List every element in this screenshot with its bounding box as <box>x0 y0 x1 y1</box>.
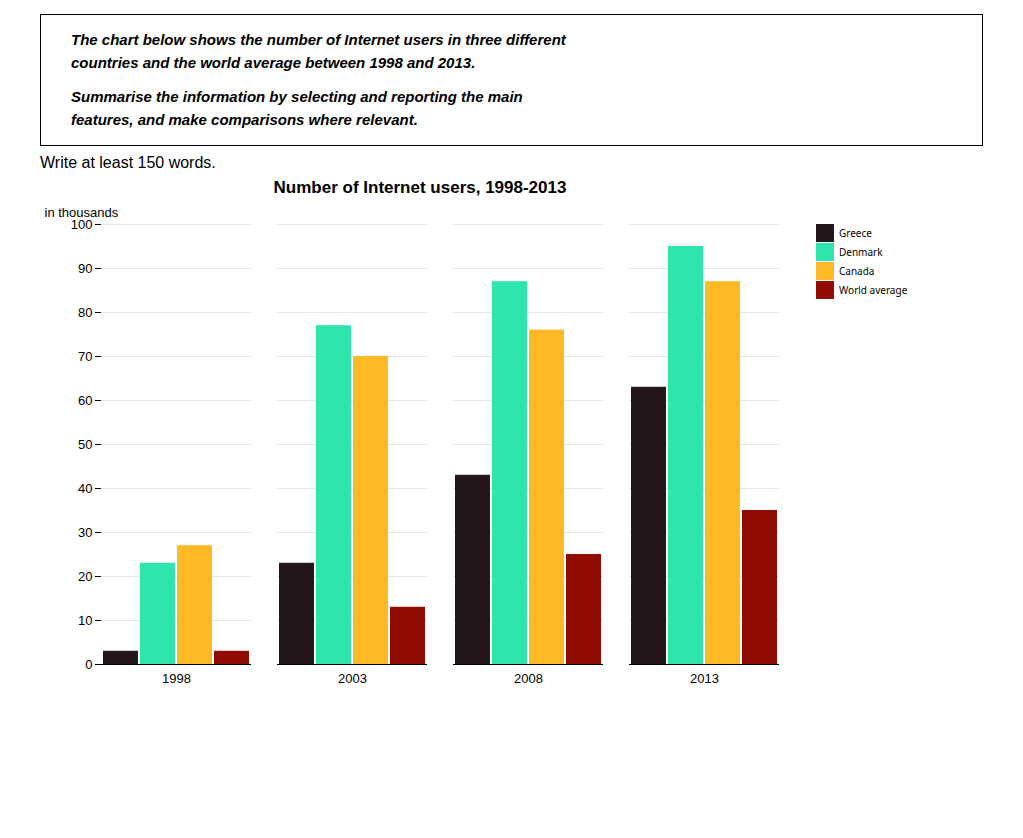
svg-text:2003: 2003 <box>338 671 367 686</box>
html-text:Canada: Canada <box>839 264 875 278</box>
svg-text:20: 20 <box>78 569 92 584</box>
svg-text:0: 0 <box>85 657 92 672</box>
svg-text:60: 60 <box>78 393 92 408</box>
svg-text:30: 30 <box>78 525 92 540</box>
svg-text:40: 40 <box>78 481 92 496</box>
svg-text:80: 80 <box>78 305 92 320</box>
svg-text:1998: 1998 <box>162 671 191 686</box>
html-text:Greece: Greece <box>839 226 872 240</box>
html-text:Write at least 150 words.: Write at least 150 words. <box>40 154 216 171</box>
svg-text:50: 50 <box>78 437 92 452</box>
svg-text:70: 70 <box>78 349 92 364</box>
html-text:The chart below shows the numb: The chart below shows the number of Inte… <box>71 31 566 71</box>
svg-text:10: 10 <box>78 613 92 628</box>
html-text:Summarise the information by s: Summarise the information by selecting a… <box>71 88 523 128</box>
svg-text:2013: 2013 <box>690 671 719 686</box>
svg-text:in thousands: in thousands <box>45 205 119 220</box>
svg-text:90: 90 <box>78 261 92 276</box>
svg-text:100: 100 <box>70 216 93 232</box>
html-text:World average: World average <box>839 283 908 297</box>
svg-text:2008: 2008 <box>514 671 543 686</box>
html-text:Denmark: Denmark <box>839 245 883 259</box>
html-text:Number of Internet users, 1998: Number of Internet users, 1998-2013 <box>273 178 567 197</box>
